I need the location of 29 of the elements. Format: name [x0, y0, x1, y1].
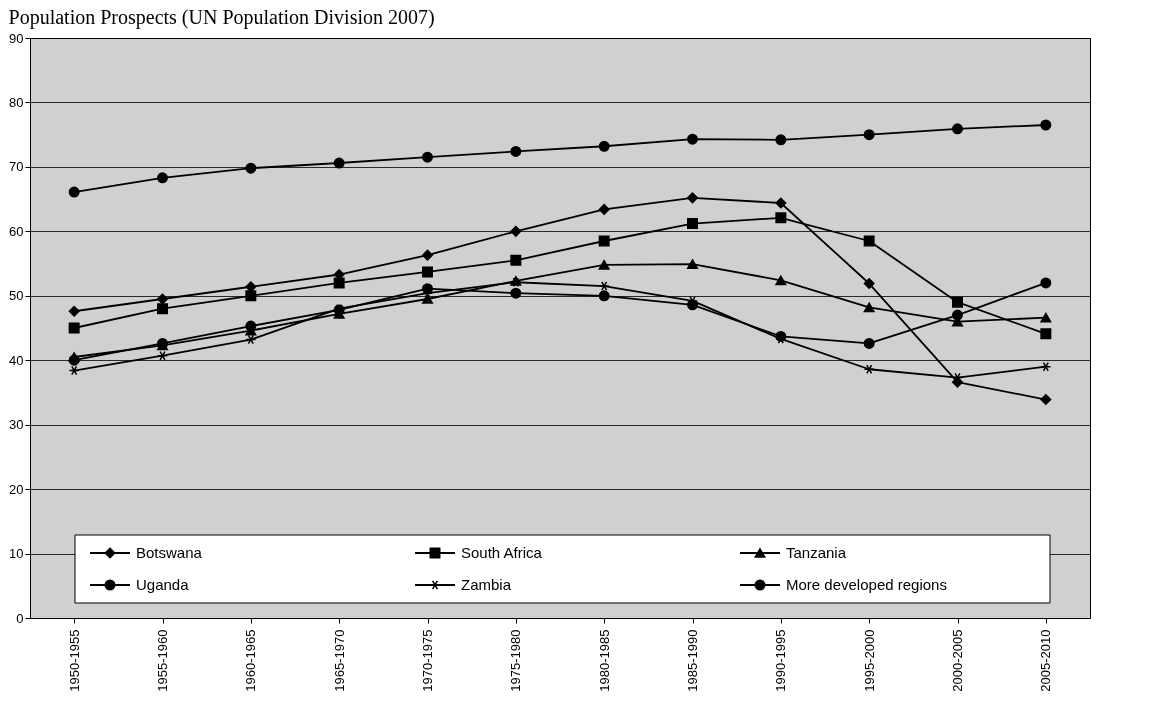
legend-label: Zambia [461, 576, 512, 593]
x-tick-label: 1975-1980 [508, 629, 524, 692]
y-tick-label: 70 [9, 159, 24, 175]
x-tick-label: 2005-2010 [1038, 629, 1054, 692]
y-tick-label: 90 [9, 30, 24, 46]
legend-label: More developed regions [786, 576, 947, 593]
chart-title: Population Prospects (UN Population Division 2007) [8, 6, 435, 29]
y-tick-label: 30 [9, 417, 24, 433]
legend-label: Botswana [136, 544, 203, 561]
legend-label: Tanzania [786, 544, 847, 561]
x-tick-label: 2000-2005 [950, 629, 965, 692]
y-tick-label: 60 [9, 223, 24, 239]
x-tick-label: 1965-1970 [331, 629, 347, 692]
legend-label: South Africa [461, 544, 543, 561]
x-tick-label: 1950-1955 [66, 629, 82, 692]
y-tick-label: 40 [9, 352, 24, 368]
y-tick-label: 10 [9, 546, 24, 562]
x-tick-label: 1990-1995 [773, 629, 789, 692]
legend-label: Uganda [136, 576, 190, 593]
x-tick-label: 1995-2000 [861, 629, 877, 692]
x-tick-label: 1960-1965 [243, 629, 259, 692]
x-tick-label: 1985-1990 [685, 629, 700, 692]
y-tick-label: 50 [9, 288, 24, 304]
x-tick-label: 1955-1960 [155, 629, 170, 692]
y-tick-label: 20 [9, 481, 24, 497]
x-tick-label: 1980-1985 [596, 629, 612, 692]
y-tick-label: 0 [16, 610, 24, 626]
y-tick-label: 80 [9, 94, 24, 110]
x-tick-label: 1970-1975 [420, 629, 435, 692]
